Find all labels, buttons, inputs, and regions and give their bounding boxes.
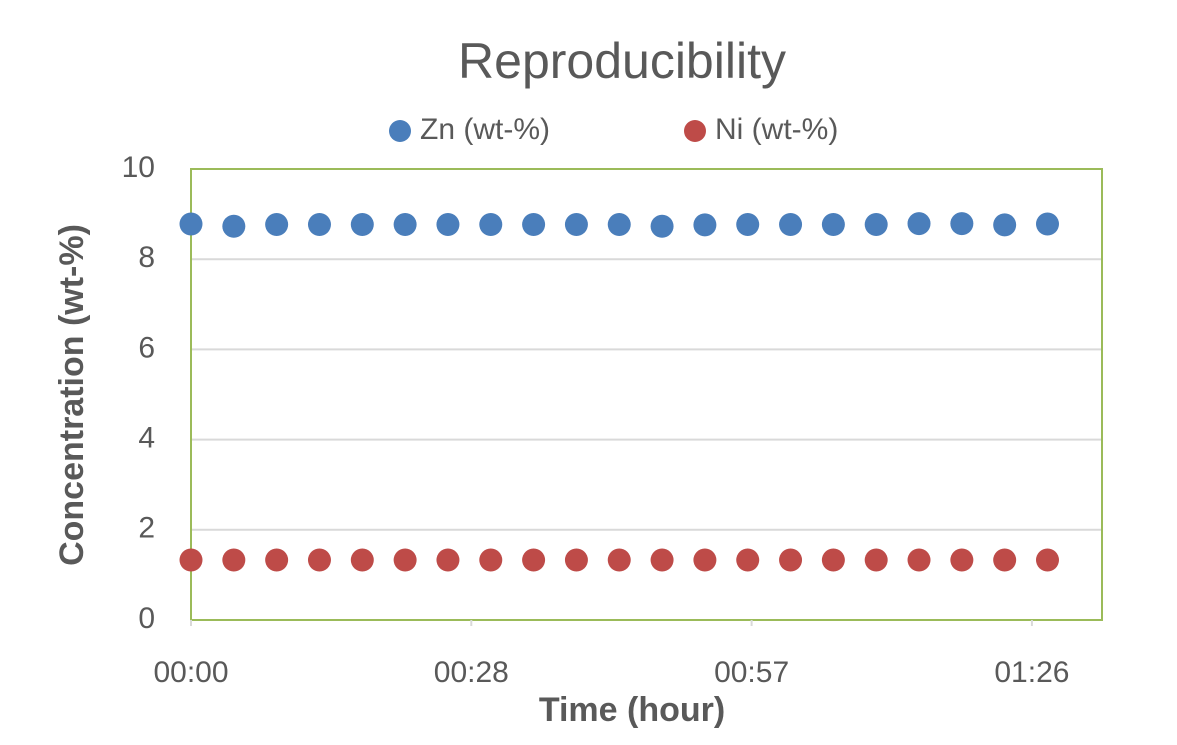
y-tick-label: 2 [138,512,155,545]
point [1035,212,1059,236]
point [479,548,503,572]
point [779,548,803,572]
point [907,548,931,572]
point [950,548,974,572]
point [179,212,203,236]
point [564,548,588,572]
legend-marker [389,120,411,142]
point [950,212,974,236]
x-axis-label: Time (hour) [539,691,725,729]
point [307,548,331,572]
legend-label: Zn (wt-%) [420,113,550,146]
point [607,548,631,572]
x-tick-label: 00:28 [434,656,509,689]
point [222,214,246,238]
point [265,548,289,572]
y-tick-label: 8 [138,241,155,274]
point [650,214,674,238]
point [222,548,246,572]
point [564,212,588,236]
point [693,213,717,237]
point [821,212,845,236]
point [907,212,931,236]
point [265,212,289,236]
plot-border [190,168,1103,621]
y-tick-label: 4 [138,422,155,455]
point [864,548,888,572]
point [1035,548,1059,572]
chart-title: Reproducibility [458,33,786,89]
point [393,548,417,572]
point [522,548,546,572]
point [993,213,1017,237]
point [779,212,803,236]
point [436,212,460,236]
point [693,548,717,572]
y-tick-label: 0 [138,602,155,635]
point [821,548,845,572]
point [479,212,503,236]
y-tick-label: 10 [122,151,155,184]
point [393,212,417,236]
legend-marker [684,120,706,142]
y-tick-label: 6 [138,331,155,364]
x-tick-label: 00:00 [153,656,228,689]
point [650,548,674,572]
point [522,212,546,236]
y-axis-label: Concentration (wt-%) [53,224,91,566]
x-tick-label: 00:57 [714,656,789,689]
point [736,212,760,236]
x-tick-label: 01:26 [994,656,1069,689]
point [864,212,888,236]
point [436,548,460,572]
point [307,212,331,236]
point [179,548,203,572]
point [607,212,631,236]
legend-label: Ni (wt-%) [715,113,838,146]
point [993,548,1017,572]
point [350,212,374,236]
point [736,548,760,572]
point [350,548,374,572]
